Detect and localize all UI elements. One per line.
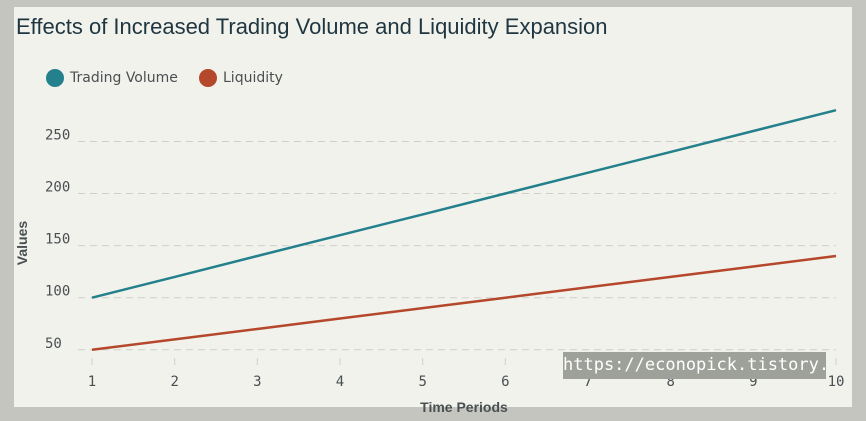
x-tick-label: 6 (501, 374, 509, 390)
x-tick-label: 7 (584, 374, 592, 390)
chart-card (14, 7, 852, 407)
watermark-url: https://econopick.tistory.com (563, 352, 826, 379)
x-tick-label: 5 (418, 374, 426, 390)
y-tick-label: 150 (45, 232, 70, 248)
x-tick-label: 4 (336, 374, 344, 390)
y-tick-label: 250 (45, 127, 70, 143)
x-tick-label: 9 (749, 374, 757, 390)
legend-marker-trading-volume (46, 69, 64, 87)
legend-label-liquidity: Liquidity (223, 70, 283, 86)
x-axis-label: Time Periods (420, 399, 508, 415)
legend-marker-liquidity (199, 69, 217, 87)
legend-item-trading-volume: Trading Volume (46, 68, 178, 88)
series-line-liquidity (91, 254, 837, 352)
chart-title: Effects of Increased Trading Volume and … (16, 14, 608, 39)
x-tick-label: 3 (253, 374, 261, 390)
y-tick-label: 200 (45, 180, 70, 196)
y-tick-label: 50 (45, 336, 62, 352)
series-line-trading-volume (91, 108, 837, 299)
x-tick-label: 1 (88, 374, 96, 390)
y-tick-label: 100 (45, 284, 70, 300)
legend-label-trading-volume: Trading Volume (70, 70, 178, 86)
x-tick-label: 8 (666, 374, 674, 390)
legend-item-liquidity: Liquidity (199, 68, 283, 88)
y-axis-label: Values (14, 221, 30, 266)
x-tick-label: 2 (170, 374, 178, 390)
x-tick-label: 10 (828, 374, 845, 390)
